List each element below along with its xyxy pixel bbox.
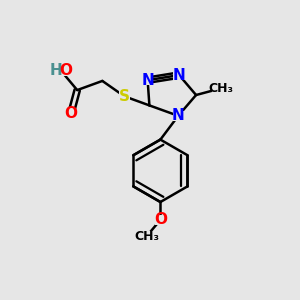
FancyBboxPatch shape (118, 91, 130, 101)
FancyBboxPatch shape (142, 75, 153, 86)
FancyBboxPatch shape (138, 231, 156, 241)
Text: O: O (59, 63, 72, 78)
Text: O: O (154, 212, 167, 227)
Text: CH₃: CH₃ (208, 82, 233, 95)
FancyBboxPatch shape (172, 111, 184, 121)
Text: N: N (173, 68, 185, 82)
FancyBboxPatch shape (51, 65, 70, 76)
FancyBboxPatch shape (212, 84, 229, 93)
FancyBboxPatch shape (66, 108, 76, 118)
Text: O: O (64, 106, 78, 121)
Text: N: N (141, 73, 154, 88)
Text: CH₃: CH₃ (134, 230, 159, 243)
Text: H: H (50, 63, 63, 78)
FancyBboxPatch shape (173, 70, 185, 80)
Text: N: N (172, 108, 184, 123)
Text: S: S (119, 89, 130, 104)
FancyBboxPatch shape (155, 214, 166, 225)
